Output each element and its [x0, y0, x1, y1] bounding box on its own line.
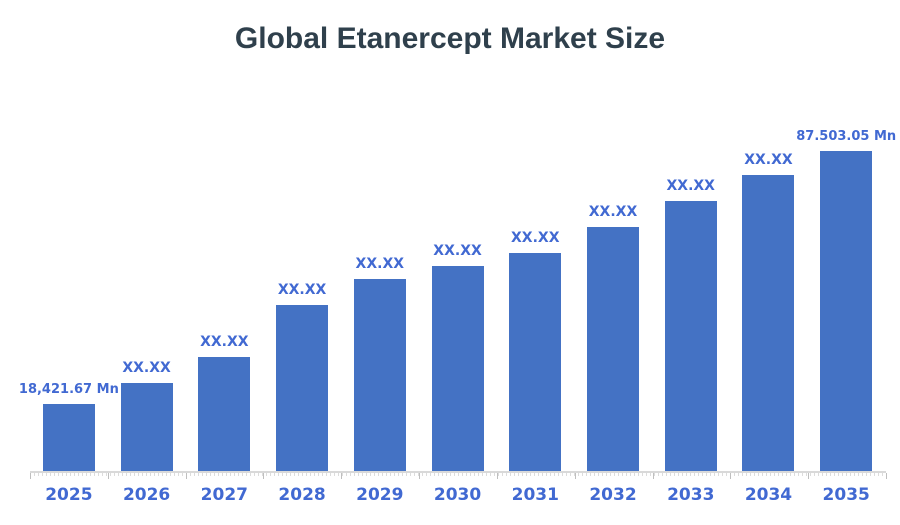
bar-cell-2034: XX.XX — [730, 152, 808, 472]
bar-cell-2029: XX.XX — [341, 256, 419, 472]
x-axis-label-2029: 2029 — [356, 485, 404, 505]
x-axis-tick — [107, 473, 109, 479]
bar-2034 — [742, 175, 795, 472]
x-axis-label-2026: 2026 — [122, 485, 171, 505]
chart-title: Global Etanercept Market Size — [234, 22, 666, 55]
bar-cell-2028: XX.XX — [263, 282, 341, 472]
bar-cell-2026: XX.XX — [108, 360, 186, 472]
bar-2033 — [664, 201, 717, 472]
x-axis-tick — [419, 473, 421, 479]
bar-2025 — [42, 404, 95, 472]
x-axis-tick — [730, 473, 732, 479]
bar-2027 — [198, 357, 251, 472]
plot-area: 18,421.67 Mn XX.XX XX.XX XX.XX XX.XX XX.XX XX.… — [19, 129, 896, 472]
x-axis-label-2030: 2030 — [433, 485, 482, 505]
x-axis-labels: 2025 2026 2027 2028 2029 2030 2031 2032 2033 2034… — [30, 485, 885, 505]
bar-value-label-2028: XX.XX — [277, 282, 327, 298]
bar-value-label-2034: XX.XX — [744, 152, 793, 168]
bar-2035 — [820, 151, 873, 472]
bar-value-label-2035: 87.503.05 Mn — [796, 129, 897, 144]
bar-cell-2030: XX.XX — [419, 243, 497, 472]
x-axis-tick — [496, 473, 498, 479]
x-axis-label-2032: 2032 — [589, 485, 637, 505]
x-axis-label-2028: 2028 — [278, 485, 326, 505]
bar-value-label-2032: XX.XX — [588, 204, 638, 220]
bar-2031 — [509, 253, 562, 472]
bar-2026 — [120, 383, 173, 472]
x-axis-label-2025: 2025 — [45, 485, 93, 505]
bar-cell-2032: XX.XX — [574, 204, 652, 472]
x-axis-tick — [652, 473, 654, 479]
x-axis-tick — [30, 473, 31, 479]
x-axis-tick — [263, 473, 265, 479]
bar-2029 — [353, 279, 406, 472]
bar-cell-2031: XX.XX — [496, 230, 574, 472]
bar-value-label-2029: XX.XX — [355, 256, 405, 272]
x-axis-minor-ticks — [30, 473, 886, 476]
bar-value-label-2030: XX.XX — [433, 243, 482, 259]
bar-cell-2025: 18,421.67 Mn — [19, 382, 119, 472]
x-axis-tick — [886, 473, 887, 479]
bar-value-label-2031: XX.XX — [511, 230, 560, 246]
bar-2028 — [276, 305, 329, 472]
bar-value-label-2033: XX.XX — [666, 178, 715, 194]
x-axis-tick — [808, 473, 810, 479]
x-axis-tick — [574, 473, 576, 479]
bar-cell-2035: 87.503.05 Mn — [796, 129, 896, 472]
bar-cell-2033: XX.XX — [652, 178, 730, 472]
bar-value-label-2026: XX.XX — [122, 360, 171, 376]
bar-cell-2027: XX.XX — [185, 334, 263, 472]
bar-value-label-2025: 18,421.67 Mn — [18, 382, 119, 397]
x-axis-label-2034: 2034 — [744, 485, 793, 505]
x-axis-label-2027: 2027 — [200, 485, 248, 505]
x-axis-line — [30, 471, 887, 480]
bar-2032 — [587, 227, 639, 472]
x-axis-label-2033: 2033 — [667, 485, 715, 505]
x-axis-tick — [185, 473, 187, 479]
x-axis-tick — [341, 473, 343, 479]
bar-value-label-2027: XX.XX — [200, 334, 249, 350]
x-axis-label-2031: 2031 — [511, 485, 559, 505]
x-axis-label-2035: 2035 — [822, 485, 870, 505]
bar-2030 — [431, 266, 484, 472]
